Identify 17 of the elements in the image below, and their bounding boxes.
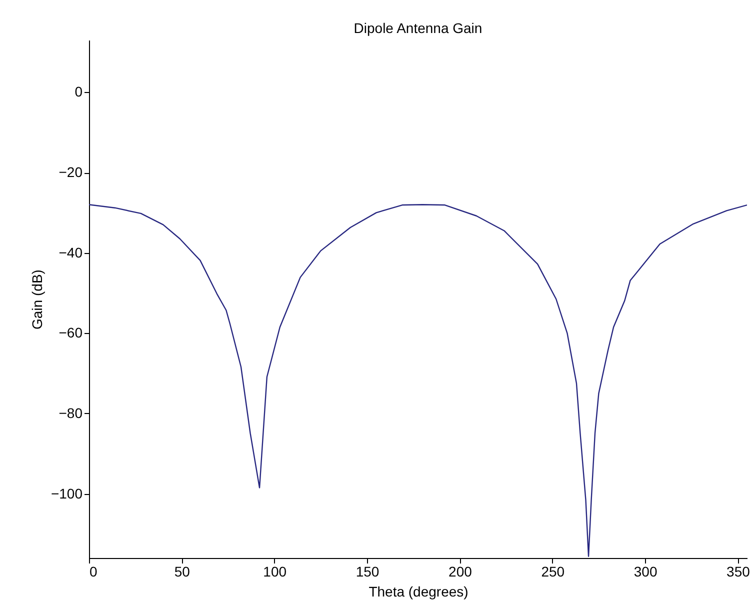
y-tick-label: −100 bbox=[50, 485, 83, 502]
x-tick-label: 0 bbox=[90, 564, 98, 580]
chart-title: Dipole Antenna Gain bbox=[354, 20, 482, 36]
x-tick-label: 100 bbox=[263, 564, 287, 580]
y-axis-title: Gain (dB) bbox=[28, 270, 45, 330]
y-tick-label: −40 bbox=[58, 244, 83, 260]
x-tick-label: 150 bbox=[356, 564, 380, 580]
y-tick-label: −20 bbox=[58, 164, 83, 180]
y-tick-label: −80 bbox=[58, 404, 83, 421]
x-tick-label: 200 bbox=[448, 564, 472, 580]
x-tick-label: 350 bbox=[726, 564, 750, 580]
x-tick-label: 300 bbox=[634, 564, 658, 580]
y-tick-label: 0 bbox=[74, 84, 83, 100]
x-axis-title: Theta (degrees) bbox=[368, 584, 468, 600]
y-tick-label: −60 bbox=[58, 324, 83, 341]
x-tick-label: 50 bbox=[174, 564, 190, 580]
x-tick-label: 250 bbox=[541, 564, 565, 580]
